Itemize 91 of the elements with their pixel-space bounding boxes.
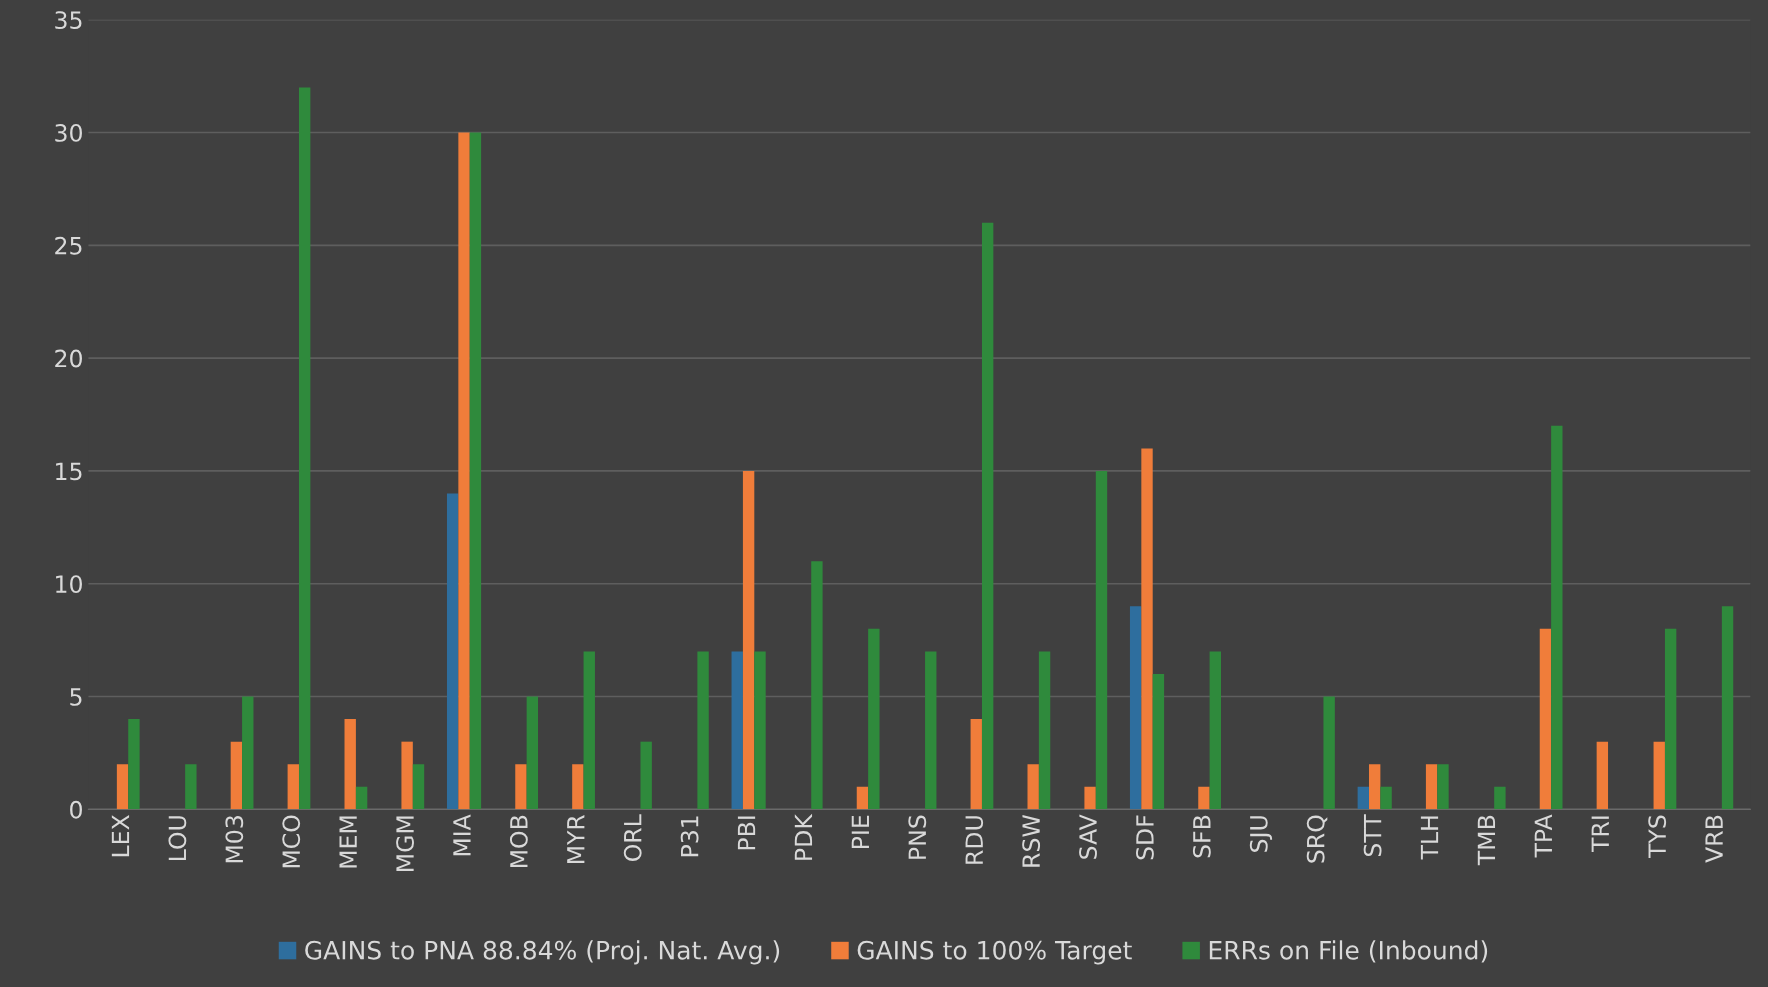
legend-label: ERRs on File (Inbound) (1209, 940, 1488, 963)
bar (469, 132, 482, 810)
x-tick-label: SAV (1079, 814, 1097, 859)
bar (1209, 651, 1222, 810)
bar (116, 764, 129, 810)
x-tick-label: MIA (453, 814, 471, 856)
bar (1551, 425, 1563, 810)
bar (401, 741, 413, 810)
bar (1141, 448, 1153, 810)
x-tick-label: TPA (1534, 814, 1552, 858)
bar (526, 696, 539, 810)
bar (515, 764, 527, 810)
bar (298, 87, 311, 810)
bar (572, 764, 584, 810)
x-tick-label: PIE (851, 815, 869, 849)
bar (446, 493, 459, 810)
bar (731, 651, 743, 810)
y-tick-label: 35 (55, 11, 82, 30)
bar (1084, 786, 1096, 810)
x-tick-label: MCO (282, 815, 301, 868)
y-tick-label: 0 (70, 800, 82, 819)
bar (583, 651, 595, 810)
x-tick-label: MEM (339, 816, 357, 868)
bar (1494, 786, 1506, 810)
x-tick-label: M03 (225, 816, 244, 863)
bar (287, 764, 299, 810)
legend-label: GAINS to 100% Target (857, 940, 1132, 965)
bar (1539, 628, 1552, 810)
bar (1323, 696, 1335, 810)
legend-label: GAINS to PNA 88.84% (Proj. Nat. Avg.) (305, 940, 780, 965)
bar (230, 741, 243, 810)
bar (1596, 741, 1609, 810)
bar (1425, 764, 1438, 810)
bar (1380, 786, 1392, 810)
y-tick-label: 10 (56, 575, 82, 594)
bar (1095, 470, 1108, 810)
bar (344, 719, 356, 810)
bar (981, 222, 994, 810)
bar (1653, 741, 1665, 810)
x-tick-label: MOB (509, 815, 528, 868)
x-tick-label: TRI (1591, 816, 1609, 853)
bar (970, 719, 982, 810)
bar (697, 651, 709, 810)
bar (742, 470, 755, 810)
x-tick-label: LEX (111, 814, 130, 857)
x-tick-label: TMB (1477, 815, 1496, 866)
bar (1198, 786, 1210, 810)
y-tick-label: 30 (55, 123, 82, 142)
x-tick-label: P31 (680, 816, 699, 857)
bar (458, 132, 470, 810)
x-tick-label: ORL (623, 814, 642, 862)
bar (1152, 673, 1165, 810)
bar (640, 741, 652, 810)
bar (1129, 606, 1142, 810)
y-tick-label: 20 (55, 349, 82, 368)
bar (128, 719, 140, 810)
x-tick-label: STT (1363, 814, 1382, 857)
x-tick-label: VRB (1705, 815, 1723, 863)
x-tick-label: TLH (1420, 816, 1439, 860)
bar (868, 628, 880, 810)
bar (355, 786, 368, 810)
bar (1664, 628, 1677, 810)
bar (412, 764, 425, 810)
x-tick-label: TYS (1648, 815, 1667, 859)
x-tick-label: PDK (794, 813, 813, 860)
x-tick-label: SRQ (1306, 815, 1328, 863)
bar (925, 651, 937, 810)
x-tick-label: PBI (737, 816, 756, 850)
bar (1357, 786, 1369, 810)
bar (1437, 764, 1449, 810)
bar (811, 561, 823, 810)
x-tick-label: SJU (1249, 816, 1273, 852)
y-tick-label: 25 (55, 236, 82, 255)
bar (1038, 651, 1051, 810)
bar (1368, 764, 1381, 810)
x-tick-label: MYR (567, 814, 585, 864)
bar (185, 764, 197, 810)
x-tick-label: RSW (1022, 814, 1041, 867)
bar (856, 786, 869, 810)
y-tick-label: 5 (70, 688, 82, 706)
bar (242, 696, 254, 810)
bar (754, 651, 766, 810)
x-tick-label: SFB (1192, 815, 1211, 858)
x-tick-label: SDF (1136, 815, 1154, 860)
x-tick-label: PNS (908, 815, 927, 859)
y-tick-label: 15 (56, 462, 82, 481)
bar (1721, 606, 1734, 810)
x-tick-label: MGM (396, 816, 414, 871)
bar (1027, 764, 1039, 810)
x-tick-label: LOU (168, 816, 187, 861)
x-tick-label: RDU (965, 816, 984, 864)
